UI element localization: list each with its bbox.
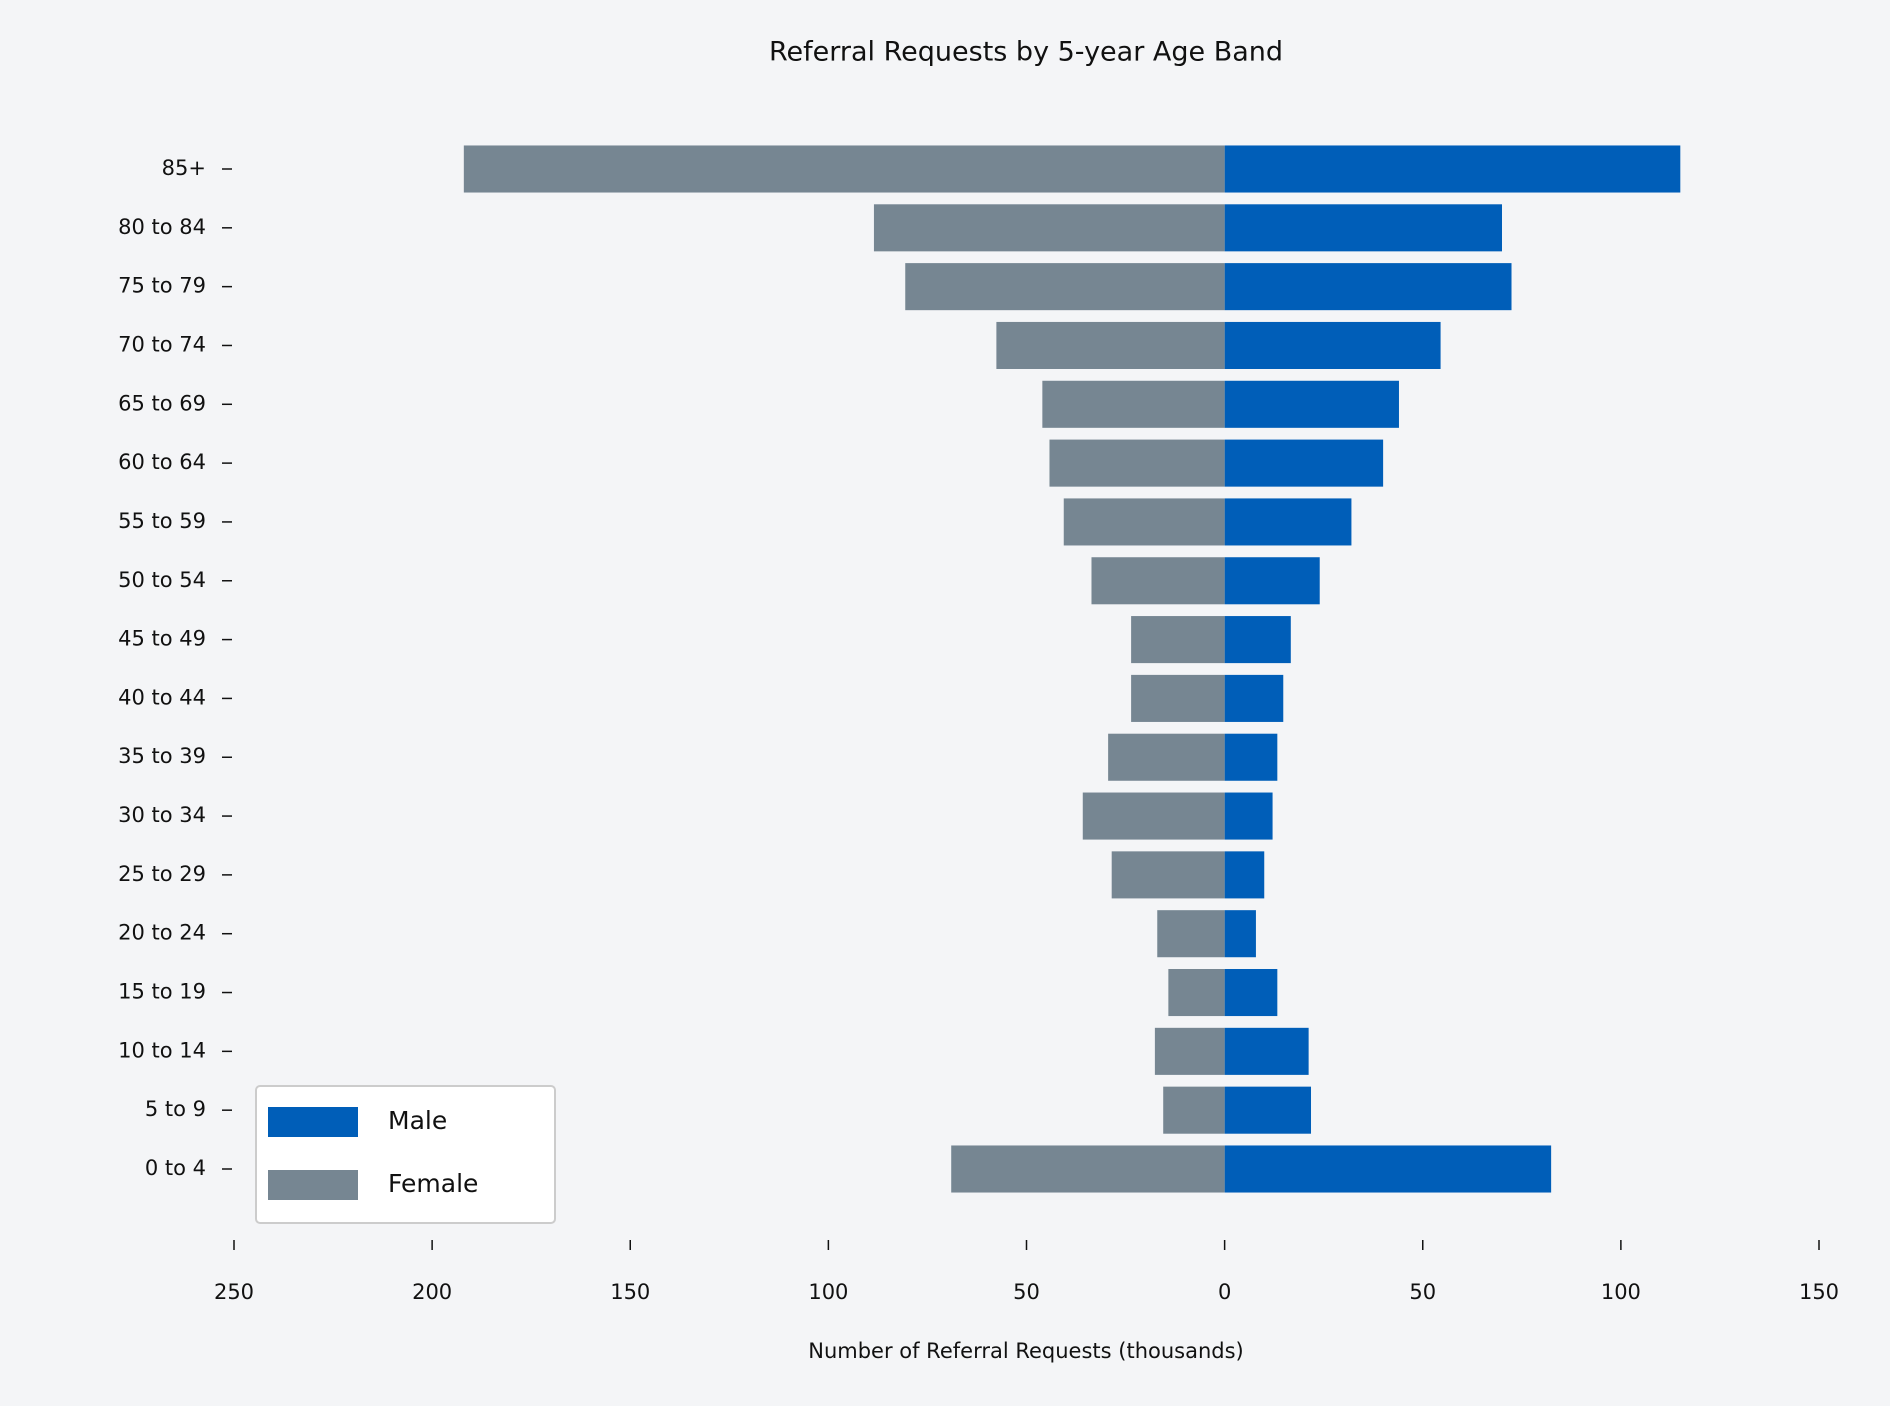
bar bbox=[1154, 1027, 1225, 1075]
x-tick-label: 200 bbox=[412, 1280, 452, 1304]
bar bbox=[1224, 204, 1502, 252]
x-tick-label: 100 bbox=[808, 1280, 848, 1304]
y-tick-label: 10 to 14 bbox=[118, 1038, 206, 1062]
x-axis-label: Number of Referral Requests (thousands) bbox=[808, 1339, 1244, 1363]
chart-title: Referral Requests by 5-year Age Band bbox=[769, 37, 1283, 68]
bar bbox=[1063, 498, 1225, 546]
bar bbox=[1131, 616, 1225, 664]
bar bbox=[1091, 557, 1225, 605]
bar bbox=[1131, 674, 1225, 722]
bar bbox=[1224, 851, 1265, 899]
y-tick-label: 70 to 74 bbox=[118, 332, 206, 356]
bar bbox=[1224, 733, 1278, 781]
bar bbox=[1224, 674, 1284, 722]
y-tick-label: 15 to 19 bbox=[118, 980, 206, 1004]
bar bbox=[873, 204, 1225, 252]
bar bbox=[1224, 557, 1320, 605]
bar bbox=[1224, 1086, 1312, 1134]
x-tick-label: 150 bbox=[610, 1280, 650, 1304]
legend-label: Female bbox=[388, 1169, 478, 1198]
x-tick-label: 50 bbox=[1013, 1280, 1040, 1304]
y-tick-label: 45 to 49 bbox=[118, 627, 206, 651]
bar bbox=[1224, 1027, 1309, 1075]
y-tick-label: 55 to 59 bbox=[118, 509, 206, 533]
y-tick-label: 5 to 9 bbox=[145, 1097, 206, 1121]
bar bbox=[1163, 1086, 1225, 1134]
bar bbox=[1157, 910, 1225, 958]
y-tick-label: 25 to 29 bbox=[118, 862, 206, 886]
bar bbox=[463, 145, 1225, 193]
x-tick-label: 100 bbox=[1601, 1280, 1641, 1304]
bar bbox=[1224, 321, 1441, 369]
bar bbox=[1224, 145, 1681, 193]
y-tick-label: 65 to 69 bbox=[118, 391, 206, 415]
y-tick-label: 50 to 54 bbox=[118, 568, 206, 592]
bar bbox=[1224, 1145, 1552, 1193]
bar bbox=[1224, 439, 1384, 487]
bar bbox=[1082, 792, 1225, 840]
bar bbox=[1049, 439, 1225, 487]
bar bbox=[1042, 380, 1225, 428]
bar bbox=[1224, 380, 1399, 428]
x-tick-label: 250 bbox=[214, 1280, 254, 1304]
bar bbox=[1224, 498, 1352, 546]
legend-label: Male bbox=[388, 1106, 447, 1135]
bar bbox=[996, 321, 1225, 369]
bar bbox=[1224, 910, 1256, 958]
y-tick-label: 20 to 24 bbox=[118, 921, 206, 945]
bar bbox=[905, 263, 1225, 311]
bar bbox=[1168, 969, 1225, 1017]
y-tick-label: 30 to 34 bbox=[118, 803, 206, 827]
y-tick-label: 60 to 64 bbox=[118, 450, 206, 474]
y-tick-label: 75 to 79 bbox=[118, 274, 206, 298]
bar bbox=[1111, 851, 1225, 899]
y-tick-label: 80 to 84 bbox=[118, 215, 206, 239]
bar bbox=[1108, 733, 1225, 781]
y-tick-label: 35 to 39 bbox=[118, 744, 206, 768]
bar bbox=[1224, 616, 1291, 664]
bar bbox=[1224, 263, 1512, 311]
legend-swatch bbox=[268, 1107, 358, 1137]
x-tick-label: 150 bbox=[1799, 1280, 1839, 1304]
legend-swatch bbox=[268, 1170, 358, 1200]
y-tick-label: 40 to 44 bbox=[118, 685, 206, 709]
x-tick-label: 50 bbox=[1409, 1280, 1436, 1304]
bar bbox=[1224, 792, 1273, 840]
y-tick-label: 0 to 4 bbox=[145, 1156, 206, 1180]
bar bbox=[1224, 969, 1278, 1017]
bar bbox=[951, 1145, 1225, 1193]
y-tick-label: 85+ bbox=[162, 156, 206, 180]
x-tick-label: 0 bbox=[1218, 1280, 1231, 1304]
